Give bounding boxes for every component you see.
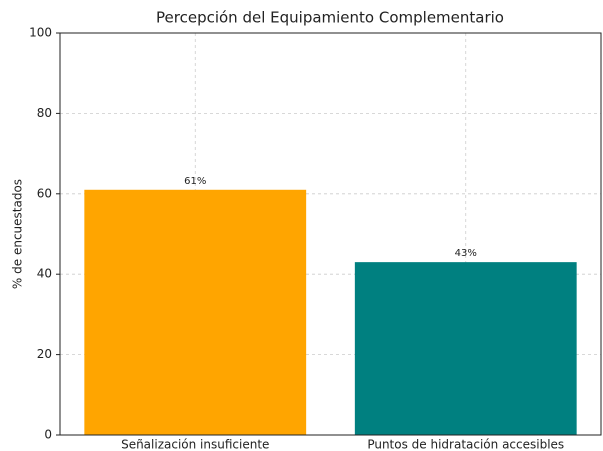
y-tick-label: 100 <box>29 26 52 40</box>
y-tick-label: 80 <box>37 106 52 120</box>
bar <box>354 262 577 435</box>
y-tick-label: 60 <box>37 186 52 200</box>
plot-frame <box>59 32 602 436</box>
y-tick-label: 0 <box>44 428 52 442</box>
value-label: 61% <box>184 176 206 187</box>
y-tick-label: 20 <box>37 347 52 361</box>
chart-title: Percepción del Equipamiento Complementar… <box>156 9 504 27</box>
value-label: 43% <box>455 248 477 259</box>
x-tick-label: Señalización insuficiente <box>121 438 269 451</box>
y-tick-label: 40 <box>37 267 52 281</box>
x-tick-label: Puntos de hidratación accesibles <box>367 438 564 451</box>
bar <box>84 189 307 435</box>
y-axis-label: % de encuestados <box>11 179 25 289</box>
